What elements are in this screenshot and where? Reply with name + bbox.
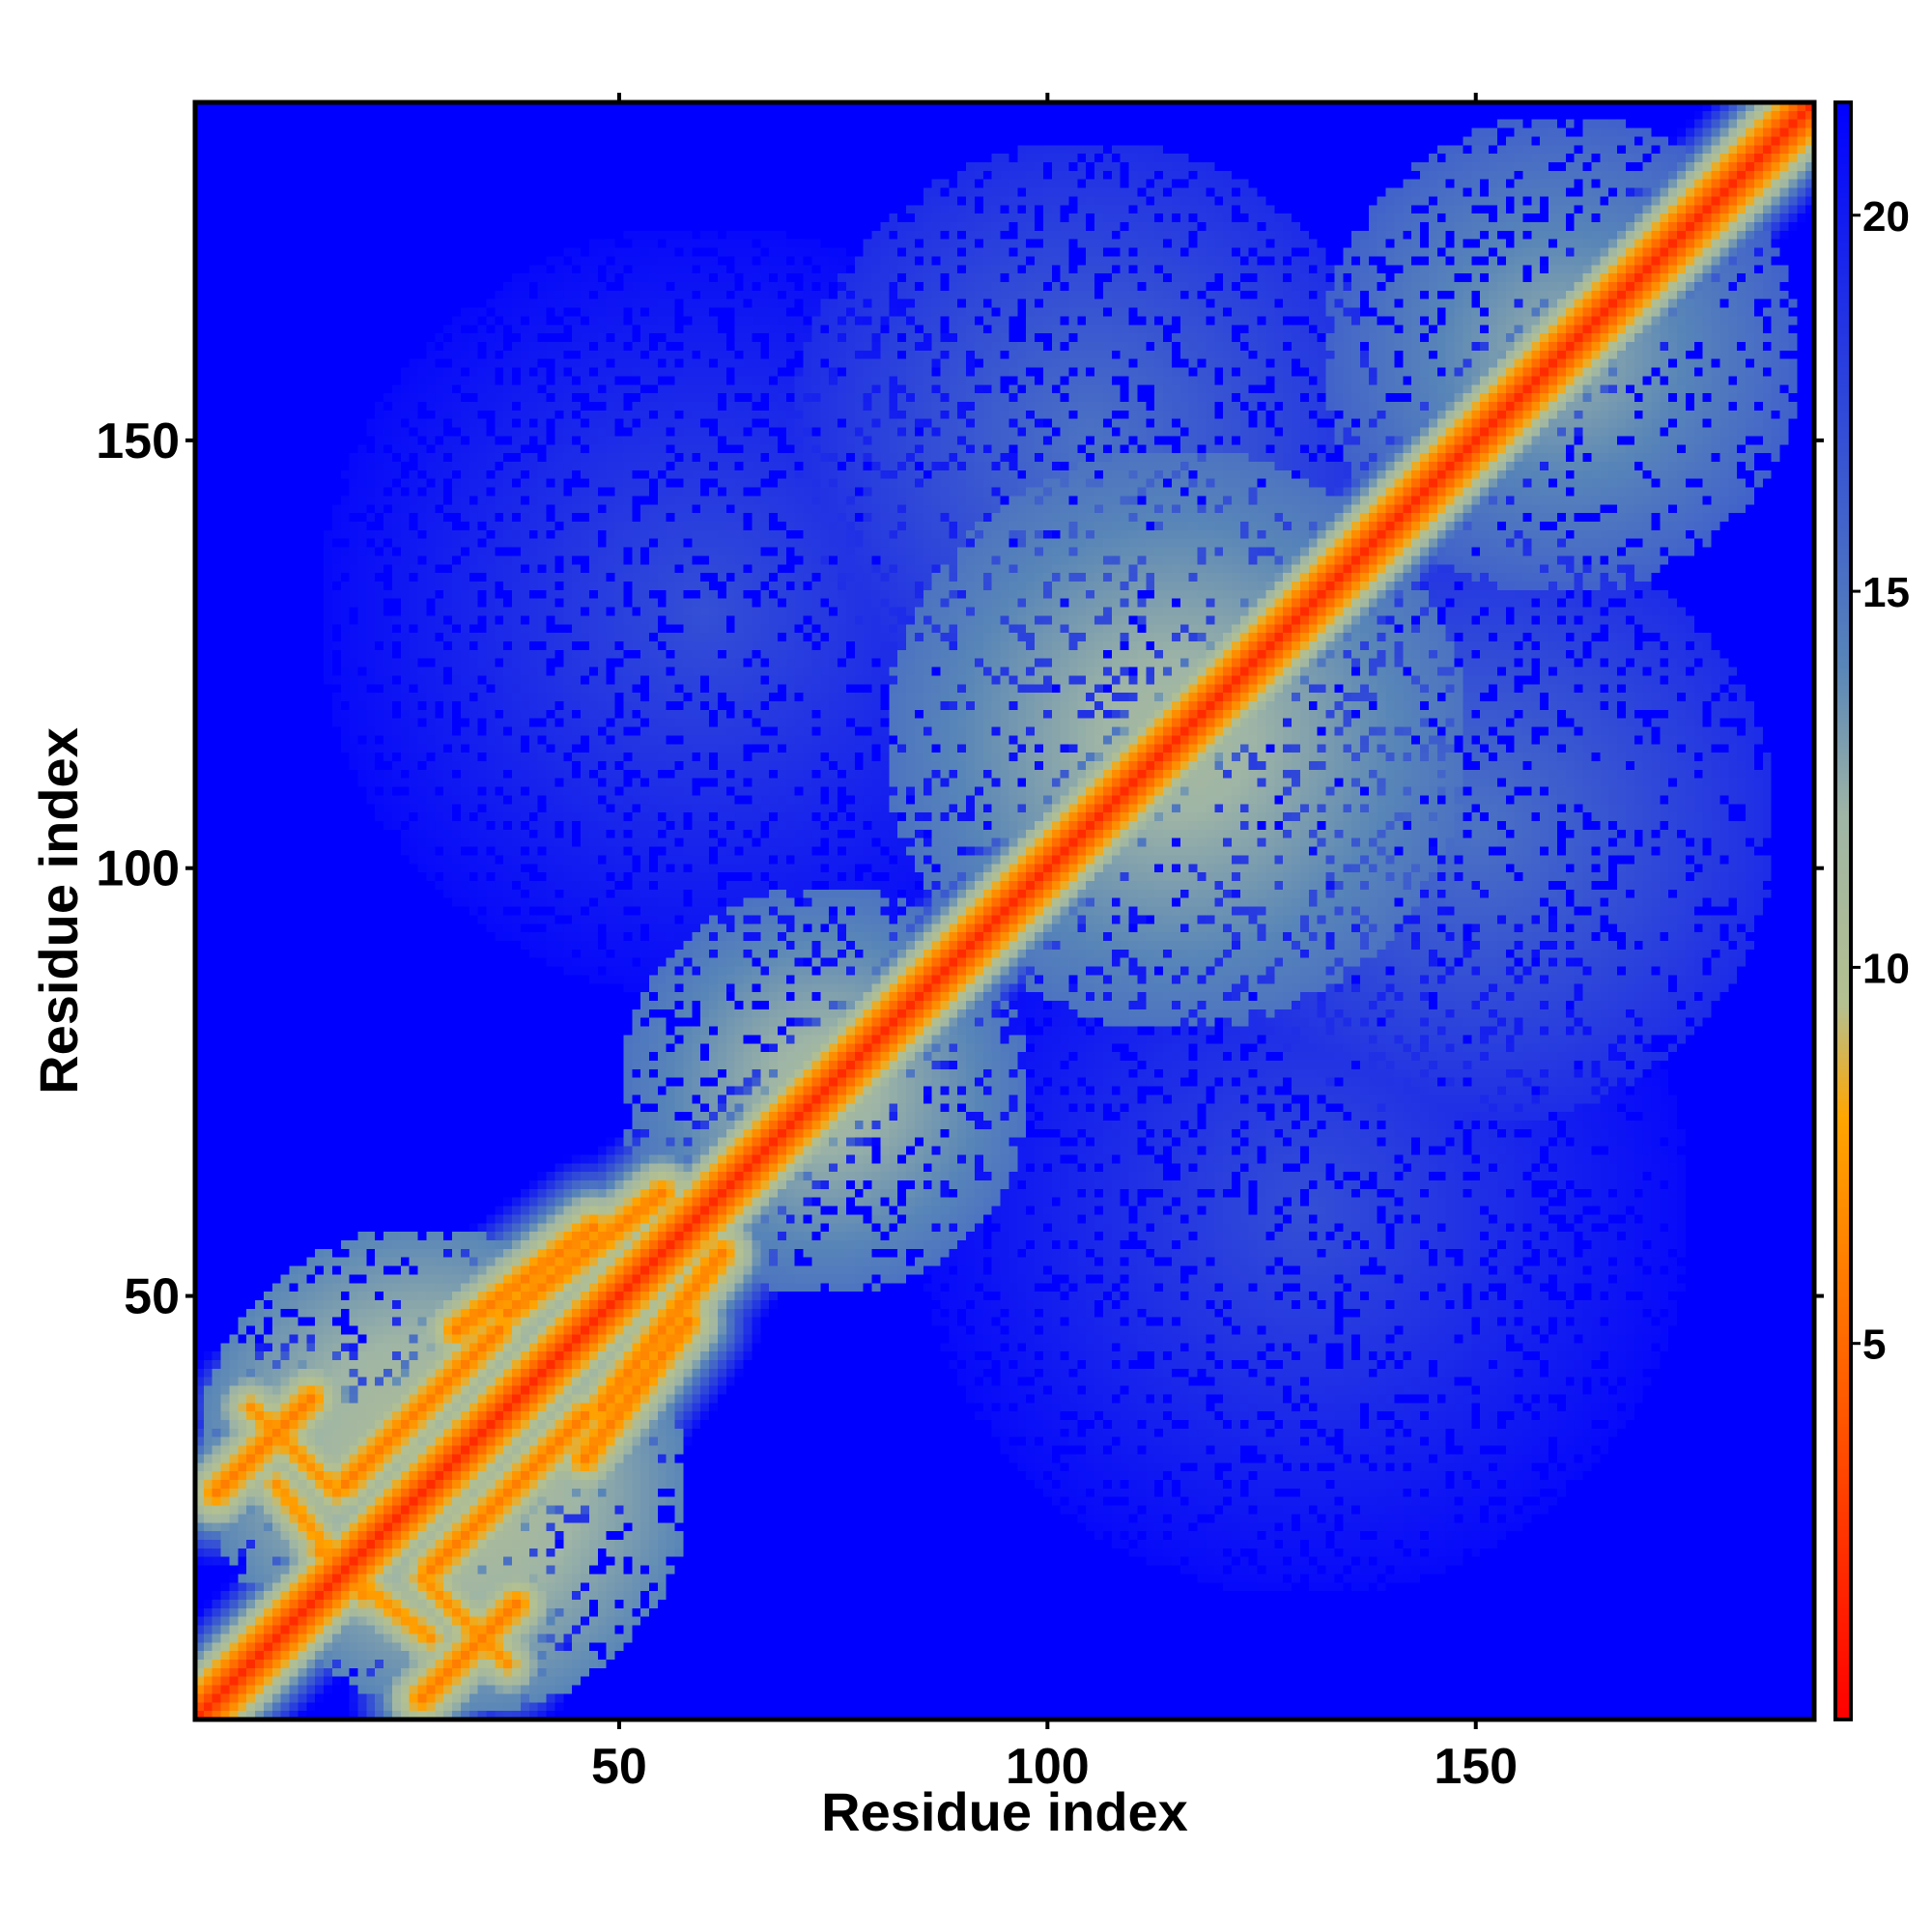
colorbar-tick-label: 20 [1862, 193, 1910, 241]
x-axis-label: Residue index [821, 1781, 1188, 1842]
y-axis-label: Residue index [28, 727, 89, 1094]
colorbar-ticks: 5 10 15 20 [1851, 193, 1910, 1369]
y-axis-ticks: 50 100 150 [96, 413, 1824, 1325]
y-tick-label: 100 [96, 841, 180, 897]
x-tick-label: 100 [1006, 1739, 1090, 1795]
colorbar-tick-label: 15 [1862, 569, 1910, 616]
colorbar-tick-label: 10 [1862, 945, 1910, 992]
heatmap-cells [195, 102, 1814, 1719]
x-tick-label: 50 [591, 1739, 647, 1795]
plot-frame [192, 99, 1817, 1722]
colorbar [1833, 100, 1853, 1721]
x-axis-ticks: 50 100 150 [591, 93, 1518, 1795]
colorbar-tick-label: 5 [1862, 1321, 1886, 1369]
y-tick-label: 150 [96, 413, 180, 469]
x-tick-label: 150 [1434, 1739, 1518, 1795]
y-tick-label: 50 [124, 1269, 180, 1325]
